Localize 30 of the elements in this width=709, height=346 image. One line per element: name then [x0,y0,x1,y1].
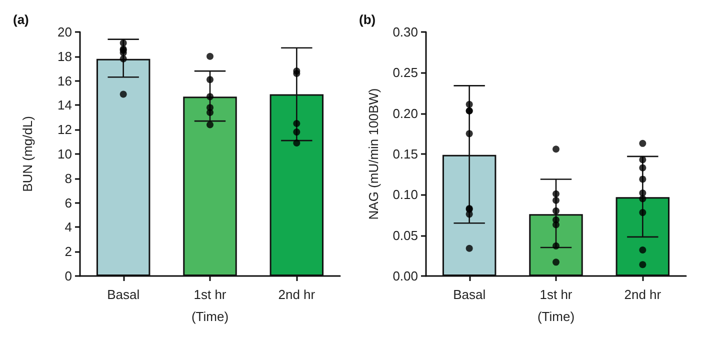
y-tick-label: 0 [64,268,72,284]
y-tick-label: 20 [58,24,72,40]
y-tick-label: 16 [58,73,72,88]
y-tick-label: 0.25 [392,65,418,80]
y-tick-label: 2 [64,244,72,260]
y-axis-title: BUN (mg/dL) [20,116,35,192]
y-tick-label: 0.00 [392,268,418,284]
x-axis-title: (Time) [537,309,575,324]
x-tick-label: 2nd hr [624,287,662,302]
y-tick-label: 14 [58,98,72,113]
x-tick-label: Basal [107,287,140,302]
y-tick-label: 0.20 [392,106,418,121]
chart-title: (b) [359,12,376,27]
x-tick-label: 2nd hr [278,287,316,302]
x-tick-label: Basal [453,287,486,302]
chart-title: (a) [13,12,29,27]
y-tick-label: 18 [58,48,72,64]
y-tick-label: 12 [58,122,72,138]
x-tick-label: 1st hr [540,287,573,302]
x-axis-title: (Time) [191,309,229,324]
x-tick-label: 1st hr [194,287,227,302]
y-tick-label: 0.15 [392,146,418,162]
y-tick-label: 0.10 [392,187,418,202]
y-tick-label: 6 [64,195,72,210]
y-tick-label: 4 [64,220,72,235]
y-tick-label: 10 [58,146,72,162]
y-tick-label: 0.05 [392,228,418,243]
y-tick-label: 8 [64,170,72,186]
y-axis-title: NAG (mU/min 100BW) [366,88,381,220]
y-tick-label: 0.30 [392,24,418,40]
